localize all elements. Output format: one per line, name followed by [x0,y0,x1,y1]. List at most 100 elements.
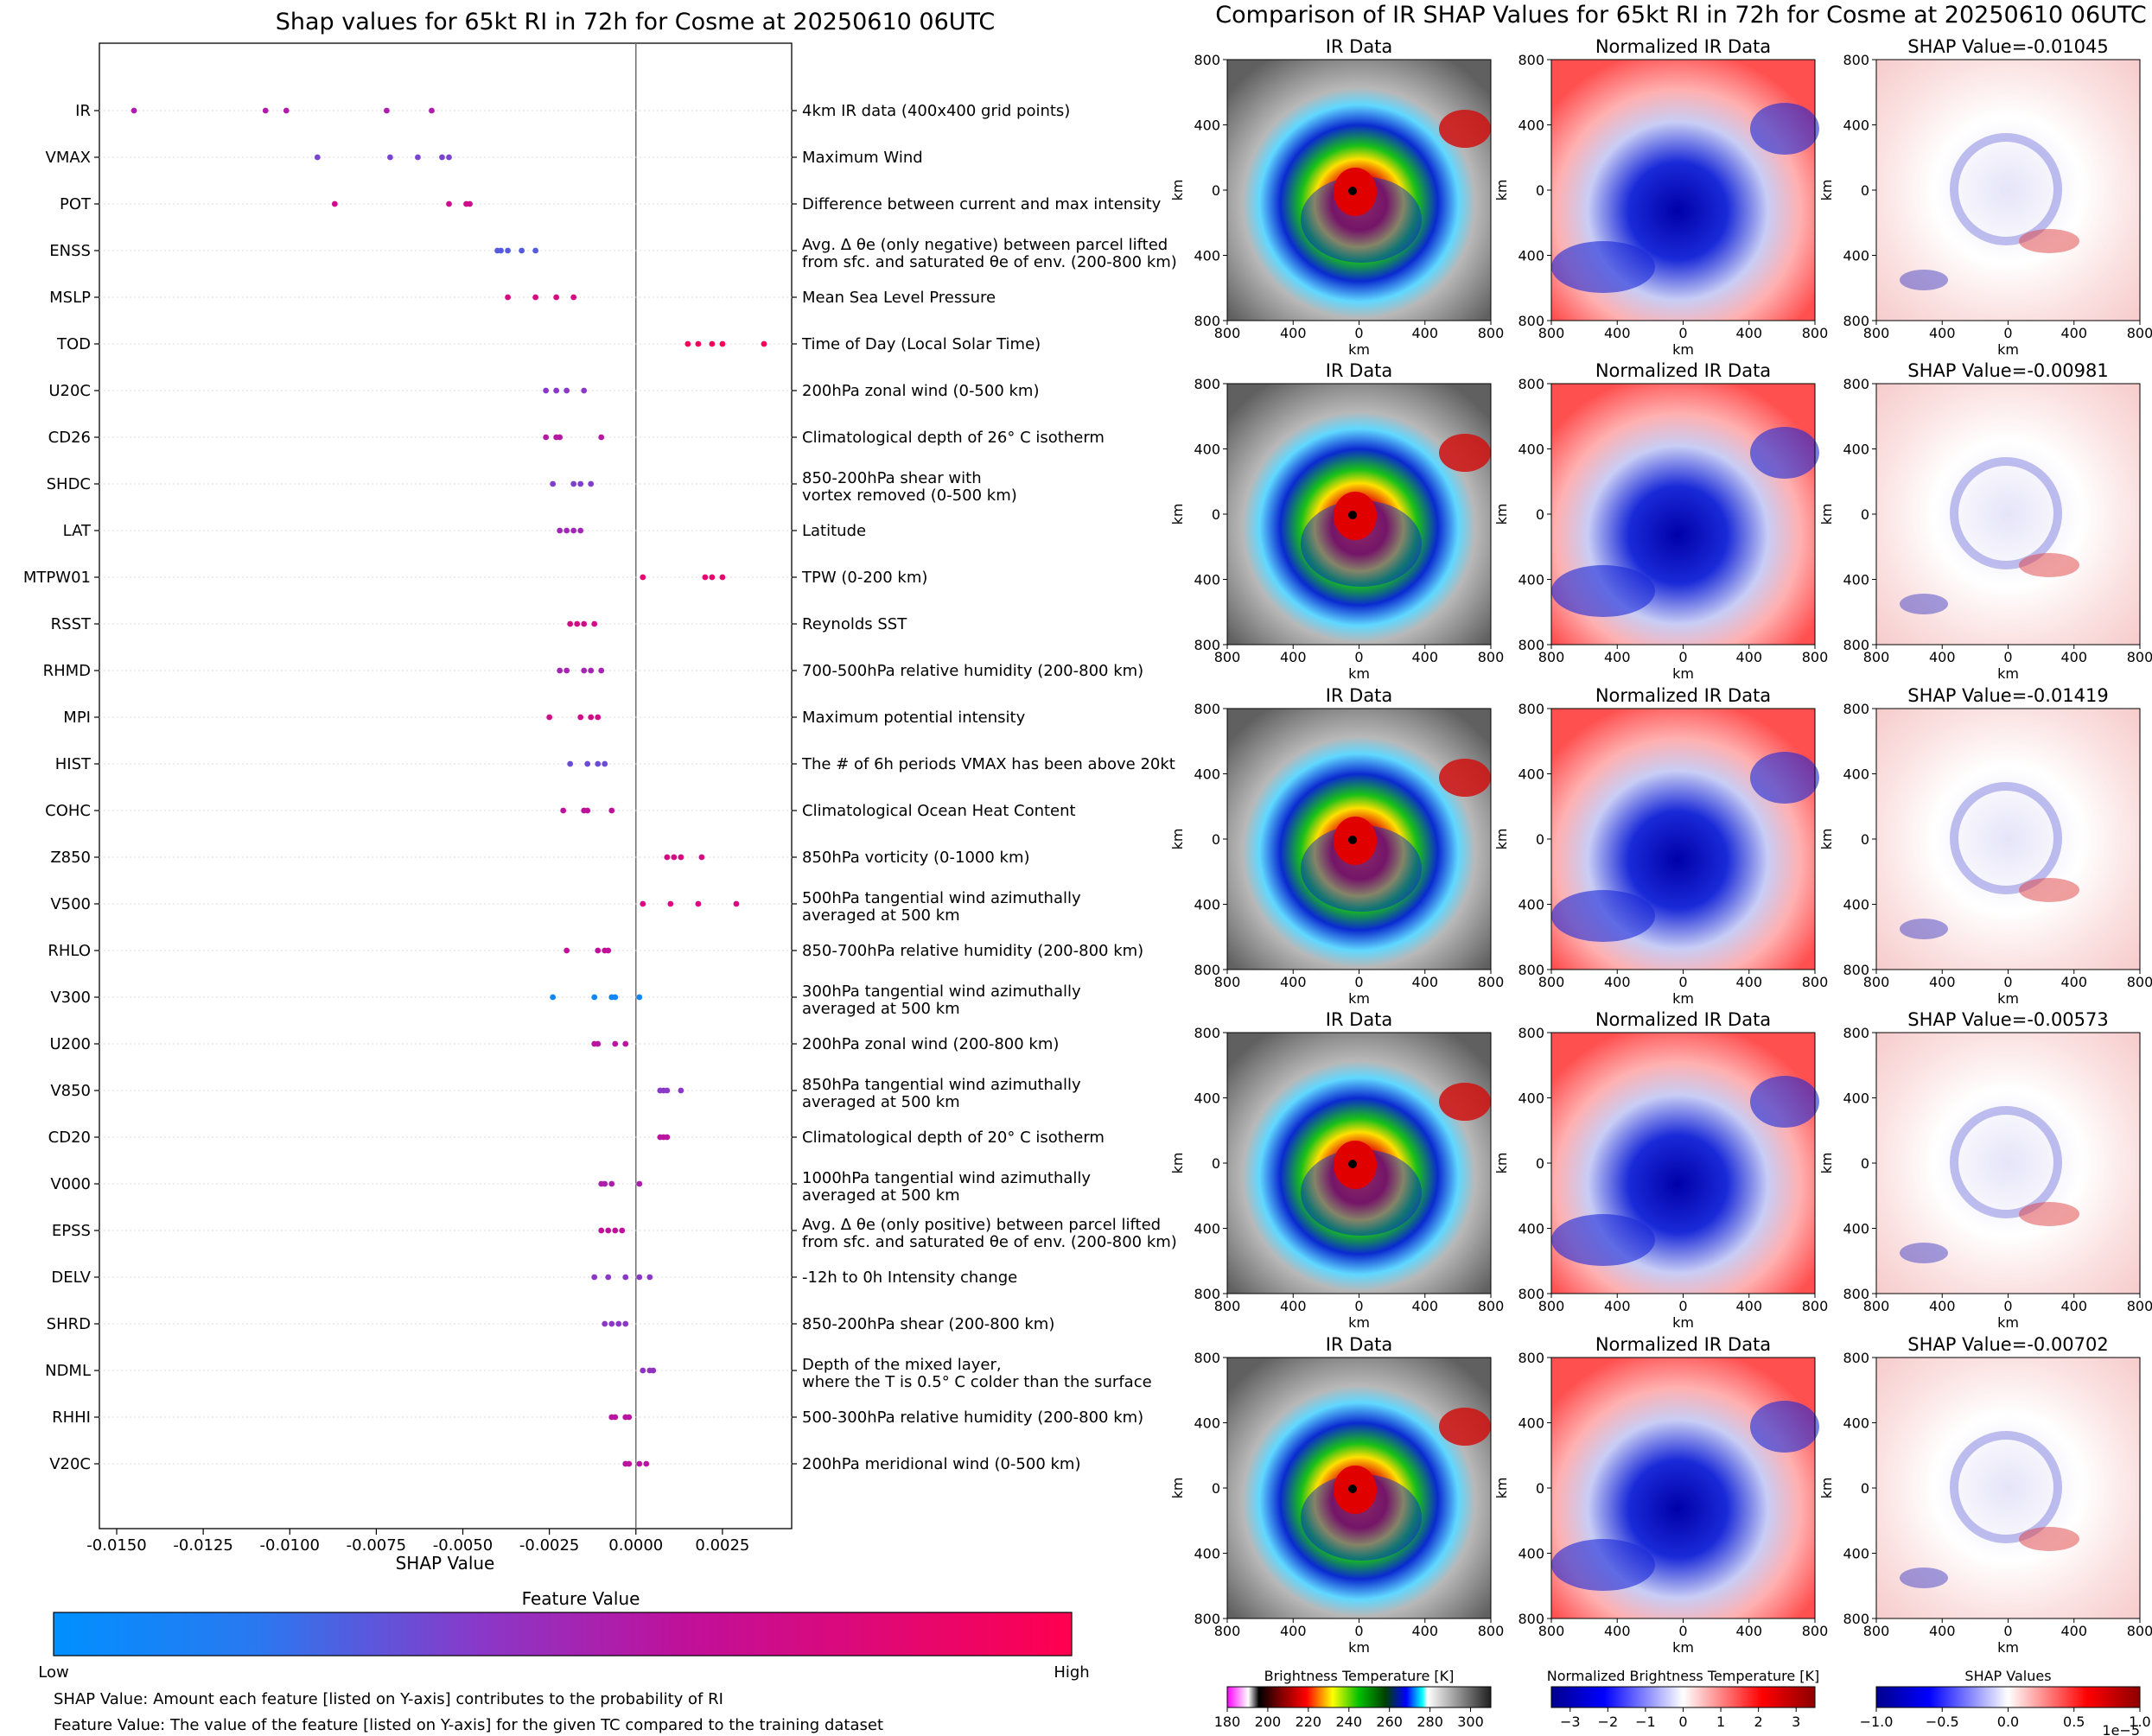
panel-y-tick-label: 0 [1212,506,1220,523]
panel-x-tick-label: 0 [2003,1623,2012,1639]
feature-name-pot: POT [60,195,92,213]
shap-dot-ir [429,107,435,114]
panel-y-tick-label: 400 [1518,766,1544,783]
panel-x-label: km [1672,1639,1694,1656]
panel-x-tick-label: 800 [1214,325,1241,341]
shap-dot-mslp [505,294,511,301]
panel-title-ir: IR Data [1326,685,1393,706]
panel-x-tick-label: 800 [1802,1298,1829,1314]
note-shap-value: SHAP Value: Amount each feature [listed … [54,1690,723,1708]
feature-name-ndml: NDML [45,1362,91,1380]
panel-y-tick-label: 400 [1194,442,1220,458]
shap-panel: SHAP Value=-0.00981800800400400004004008… [1818,360,2152,682]
ir-eye [1348,187,1357,195]
panel-x-tick-label: 400 [1411,325,1438,341]
feature-value-colorbar: Feature Value Low High [38,1588,1089,1682]
shap-dot-delv [622,1274,629,1281]
panel-x-tick-label: 400 [1735,325,1762,341]
normalized-cold-spot [1750,427,1819,479]
x-tick-label: -0.0100 [260,1536,320,1555]
colorbar-2: SHAP Values −1.0 −0.5 0.0 0.5 1.01e−5 [1860,1668,2151,1736]
feature-labels: IR VMAX POT ENSS MSLP TOD U20C CD26 SHDC LAT MTPW0… [23,102,99,1473]
x-tick-label: -0.0075 [347,1536,406,1555]
shap-dot-pot [446,200,452,207]
right-chart-title: Comparison of IR SHAP Values for 65kt RI… [1215,2,2146,29]
shap-dot-v850 [664,1087,671,1094]
shap-dot-cd20 [664,1134,671,1141]
feature-desc-line: averaged at 500 km [802,1093,960,1111]
shap-dot-v500 [640,900,646,907]
shap-dot-mslp [553,294,560,301]
feature-name-cd20: CD20 [48,1129,91,1147]
panel-y-label: km [1818,1478,1835,1499]
shap-dot-u20c [563,387,570,394]
panel-y-tick-label: 400 [1843,1221,1869,1237]
panel-x-tick-label: 400 [1735,1623,1762,1639]
panel-x-tick-label: 400 [1604,974,1631,990]
normalized-cold-spot [1750,1076,1819,1128]
ir-cloud-band [1301,176,1422,263]
panel-x-tick-label: 400 [1929,974,1956,990]
panel-y-tick-label: 800 [1843,962,1869,978]
shap-negative-patch [1900,919,1948,939]
shap-dot-shrd [622,1320,629,1327]
shap-dot-v300 [591,994,598,1001]
normalized-cold-spot [1750,1401,1819,1453]
panel-y-tick-label: 800 [1843,1611,1869,1627]
panel-y-tick-label: 400 [1194,897,1220,913]
colorbar-tick-label: −2 [1598,1714,1619,1730]
shap-dot-z850 [664,854,671,861]
panel-y-label: km [1493,180,1510,201]
panel-y-tick-label: 400 [1194,248,1220,264]
shap-dot-rsst [591,620,598,627]
panel-y-tick-label: 800 [1518,701,1544,717]
normalized-cold-spot [1750,103,1819,155]
ir-eye [1348,1160,1357,1168]
panel-x-tick-label: 800 [1802,1623,1829,1639]
shap-dot-mpi [546,714,553,721]
panel-y-label: km [1169,1478,1186,1499]
colorbar-tick-label: 1.0 [2129,1714,2150,1730]
panel-y-tick-label: 800 [1843,1025,1869,1041]
shap-dot-shdc [588,480,595,487]
shap-dot-u200 [612,1040,619,1047]
colorbar-tick-label: 200 [1255,1714,1282,1730]
feature-name-mtpw01: MTPW01 [23,569,91,587]
colorbar-gradient [1550,1686,1816,1708]
shap-panel: SHAP Value=-0.00702800800400400004004008… [1818,1334,2152,1656]
panel-y-tick-label: 400 [1843,442,1869,458]
x-tick-label: -0.0150 [86,1536,146,1555]
x-axis-ticks: -0.0150 -0.0125 -0.0100 -0.0075 -0.0050 -0.00… [86,1529,749,1555]
colorbar-tick-label: 2 [1754,1714,1763,1730]
panel-x-tick-label: 800 [1538,974,1565,990]
panel-y-tick-label: 400 [1194,1415,1220,1432]
panel-x-tick-label: 400 [2060,649,2087,665]
panel-y-tick-label: 0 [1212,182,1220,199]
panel-y-tick-label: 800 [1194,1611,1220,1627]
feature-desc-line: Depth of the mixed layer, [802,1356,1002,1374]
panel-x-tick-label: 400 [1735,1298,1762,1314]
panel-x-tick-label: 800 [1802,974,1829,990]
panel-y-tick-label: 400 [1194,572,1220,588]
shap-dot-lat [563,527,570,534]
shap-dot-delv [605,1274,612,1281]
panel-title-ir: IR Data [1326,360,1393,381]
feature-name-rhhi: RHHI [52,1409,91,1427]
panel-x-tick-label: 800 [1538,325,1565,341]
feature-desc-line: 850hPa tangential wind azimuthally [802,1076,1081,1094]
panel-y-tick-label: 800 [1194,637,1220,653]
panel-colorbars: Brightness Temperature [K] 180 200 220 240 26… [1214,1668,2151,1736]
shap-dot-delv [636,1274,643,1281]
feature-name-v20c: V20C [49,1455,91,1473]
x-tick-label: -0.0025 [519,1536,579,1555]
panel-y-tick-label: 800 [1194,1286,1220,1302]
panel-title-normalized: Normalized IR Data [1595,1334,1771,1355]
shap-dot-rhlo [595,947,602,954]
feature-name-rhmd: RHMD [43,662,91,680]
feature-desc: Time of Day (Local Solar Time) [801,335,1041,353]
panel-x-tick-label: 800 [1478,649,1505,665]
panel-x-tick-label: 400 [1929,325,1956,341]
